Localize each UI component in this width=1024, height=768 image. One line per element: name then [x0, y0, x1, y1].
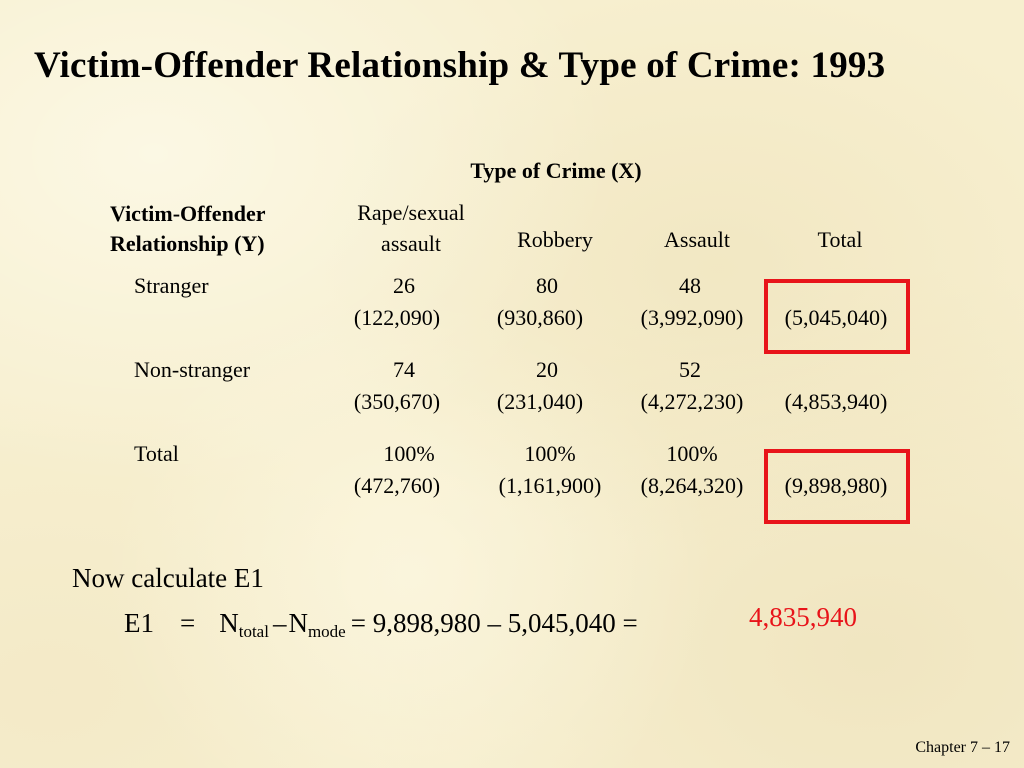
cell-count-grand-total: (9,898,980): [784, 473, 888, 498]
cell-percent: 80: [536, 273, 558, 298]
cell-count-row-total: (5,045,040): [784, 305, 888, 330]
cell-count: (4,272,230): [640, 389, 744, 414]
formula-n-total: Ntotal: [219, 608, 269, 641]
row-variable-header-line2: Relationship (Y): [110, 231, 265, 256]
formula-expression: = 9,898,980 – 5,045,040 =: [350, 608, 638, 638]
column-header-assault: Assault: [664, 227, 730, 252]
formula-n-mode: Nmode: [288, 608, 346, 641]
row-label-stranger: Stranger: [134, 273, 209, 298]
cell-count: (350,670): [353, 389, 441, 414]
calc-intro: Now calculate E1: [72, 563, 264, 593]
row-variable-header-line1: Victim-Offender: [110, 201, 266, 226]
cell-count: (930,860): [496, 305, 584, 330]
cell-percent: 48: [679, 273, 701, 298]
e1-formula: E1 = Ntotal –Nmode = 9,898,980 – 5,045,040 =: [124, 608, 638, 642]
formula-equals: =: [180, 608, 196, 638]
cell-percent: 100%: [383, 441, 435, 466]
cell-percent: 20: [536, 357, 558, 382]
cell-percent: 100%: [524, 441, 576, 466]
column-header-total: Total: [817, 227, 863, 252]
slide-footer: Chapter 7 – 17: [915, 739, 1010, 756]
formula-lhs: E1: [124, 608, 154, 638]
slide-title: Victim-Offender Relationship & Type of C…: [34, 45, 886, 86]
row-label-total: Total: [134, 441, 179, 466]
column-header-rape-line1: Rape/sexual: [357, 200, 465, 225]
cell-percent: 100%: [666, 441, 718, 466]
highlight-box-stranger-total: [764, 279, 910, 354]
cell-count-row-total: (4,853,940): [784, 389, 888, 414]
formula-minus: –: [272, 608, 287, 638]
cell-count: (1,161,900): [498, 473, 602, 498]
row-label-non-stranger: Non-stranger: [134, 357, 251, 382]
cell-count: (3,992,090): [640, 305, 744, 330]
cell-count: (231,040): [496, 389, 584, 414]
cell-count: (472,760): [353, 473, 441, 498]
cell-count: (8,264,320): [640, 473, 744, 498]
column-header-robbery: Robbery: [517, 227, 593, 252]
e1-result: 4,835,940: [749, 602, 857, 632]
highlight-box-grand-total: [764, 449, 910, 524]
cell-percent: 26: [393, 273, 415, 298]
column-variable-header: Type of Crime (X): [470, 158, 642, 183]
cell-percent: 52: [679, 357, 701, 382]
column-header-rape-line2: assault: [381, 231, 441, 256]
cell-percent: 74: [393, 357, 415, 382]
cell-count: (122,090): [353, 305, 441, 330]
